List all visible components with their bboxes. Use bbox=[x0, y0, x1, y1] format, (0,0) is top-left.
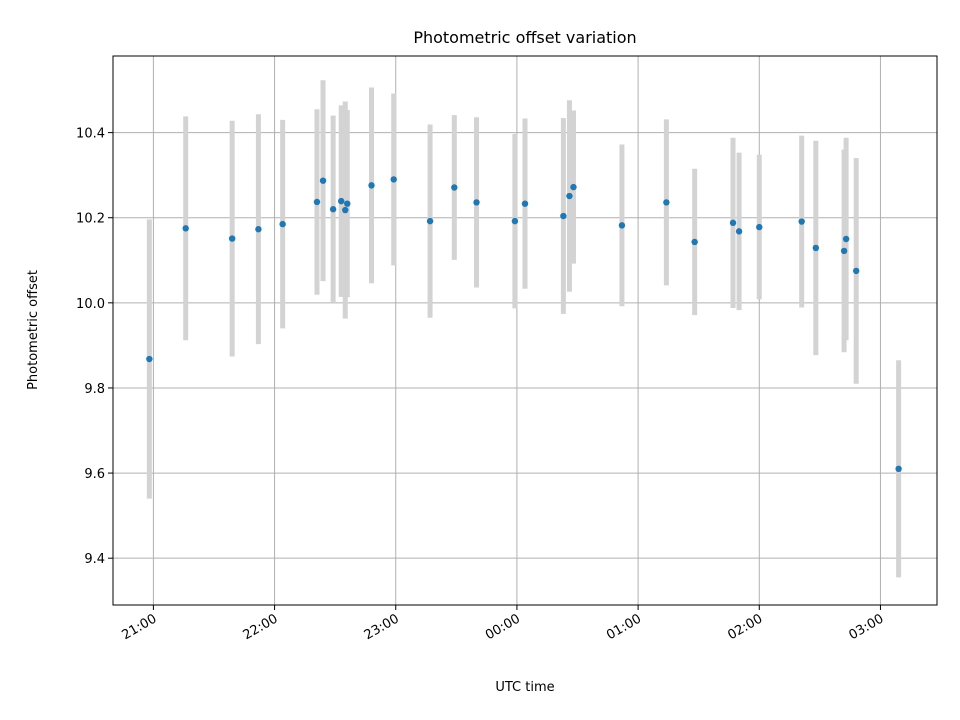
error-bars bbox=[146, 80, 902, 578]
y-axis-label: Photometric offset bbox=[26, 270, 41, 390]
plot-frame bbox=[112, 55, 938, 606]
data-point bbox=[729, 219, 737, 227]
x-tick-label: 01:00 bbox=[604, 611, 644, 643]
data-point bbox=[313, 198, 321, 206]
x-tick-label: 03:00 bbox=[847, 611, 887, 643]
x-tick-label: 02:00 bbox=[725, 611, 765, 643]
y-tick-label: 10.4 bbox=[76, 127, 105, 142]
chart-title: Photometric offset variation bbox=[413, 28, 636, 47]
data-point bbox=[279, 220, 286, 228]
data-point bbox=[853, 267, 860, 275]
data-point bbox=[663, 199, 670, 206]
data-point bbox=[146, 355, 153, 363]
data-point bbox=[691, 238, 698, 246]
y-tick-label: 9.8 bbox=[84, 382, 105, 397]
data-point bbox=[368, 182, 375, 189]
data-point bbox=[228, 235, 236, 242]
x-tick-label: 23:00 bbox=[362, 611, 402, 643]
y-tick-label: 10.2 bbox=[76, 212, 105, 227]
data-point bbox=[756, 223, 763, 231]
x-tick-label: 00:00 bbox=[483, 611, 523, 643]
data-points bbox=[146, 176, 902, 473]
data-point bbox=[255, 226, 262, 233]
data-point bbox=[390, 176, 397, 183]
data-point bbox=[895, 465, 902, 473]
data-point bbox=[451, 184, 458, 191]
y-tick-label: 9.4 bbox=[84, 552, 105, 567]
y-tick-label: 9.6 bbox=[84, 467, 105, 482]
data-point bbox=[473, 199, 480, 206]
data-point bbox=[840, 247, 848, 255]
x-axis-ticks: 21:00 22:00 23:00 00:00 01:00 02:00 03:00 bbox=[119, 605, 886, 643]
x-tick-label: 22:00 bbox=[241, 611, 281, 643]
data-point bbox=[511, 217, 519, 225]
data-point bbox=[618, 222, 626, 229]
y-tick-label: 10.0 bbox=[76, 297, 105, 312]
x-tick-label: 21:00 bbox=[119, 611, 159, 643]
data-point bbox=[798, 218, 805, 225]
data-point bbox=[329, 206, 337, 213]
data-point bbox=[521, 200, 529, 207]
y-axis-ticks: 9.4 9.6 9.8 10.0 10.2 10.4 bbox=[76, 127, 113, 567]
data-point bbox=[338, 197, 345, 205]
data-point bbox=[182, 225, 189, 232]
x-axis-label: UTC time bbox=[495, 680, 554, 695]
data-point bbox=[812, 244, 820, 252]
data-point bbox=[560, 212, 567, 220]
data-point bbox=[842, 235, 850, 243]
data-point bbox=[344, 200, 351, 207]
data-point bbox=[342, 206, 349, 214]
data-point bbox=[566, 192, 573, 200]
data-point bbox=[570, 183, 577, 191]
data-point bbox=[426, 217, 434, 225]
data-point bbox=[319, 177, 327, 184]
data-point bbox=[735, 228, 743, 235]
